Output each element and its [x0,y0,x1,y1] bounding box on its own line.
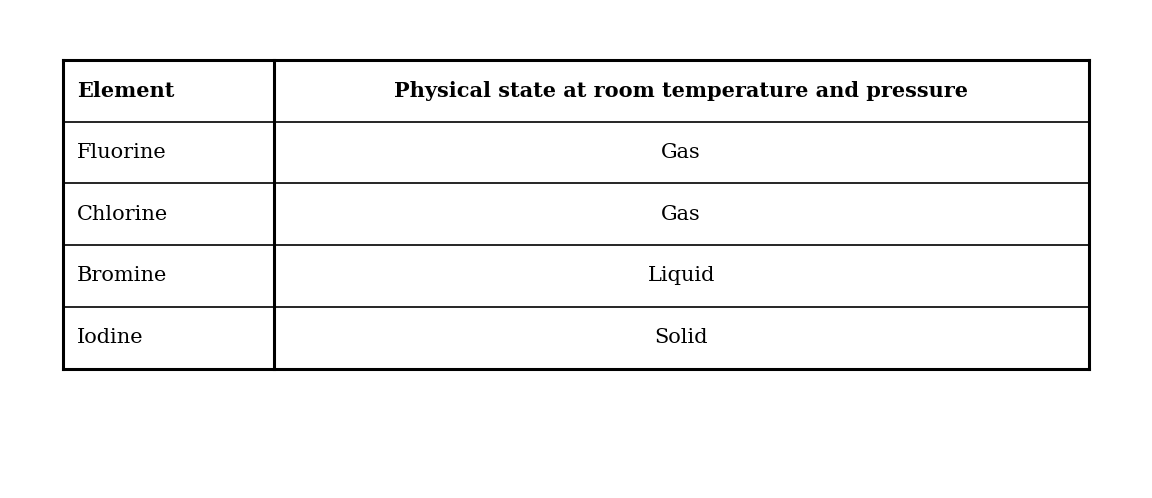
Text: Solid: Solid [654,328,707,347]
Text: Iodine: Iodine [77,328,144,347]
Text: Fluorine: Fluorine [77,143,167,162]
Text: Bromine: Bromine [77,266,167,285]
Text: Element: Element [77,81,175,101]
Text: Liquid: Liquid [647,266,714,285]
Text: Gas: Gas [661,143,700,162]
Text: Physical state at room temperature and pressure: Physical state at room temperature and p… [394,81,968,101]
Text: Gas: Gas [661,205,700,224]
Text: Chlorine: Chlorine [77,205,168,224]
